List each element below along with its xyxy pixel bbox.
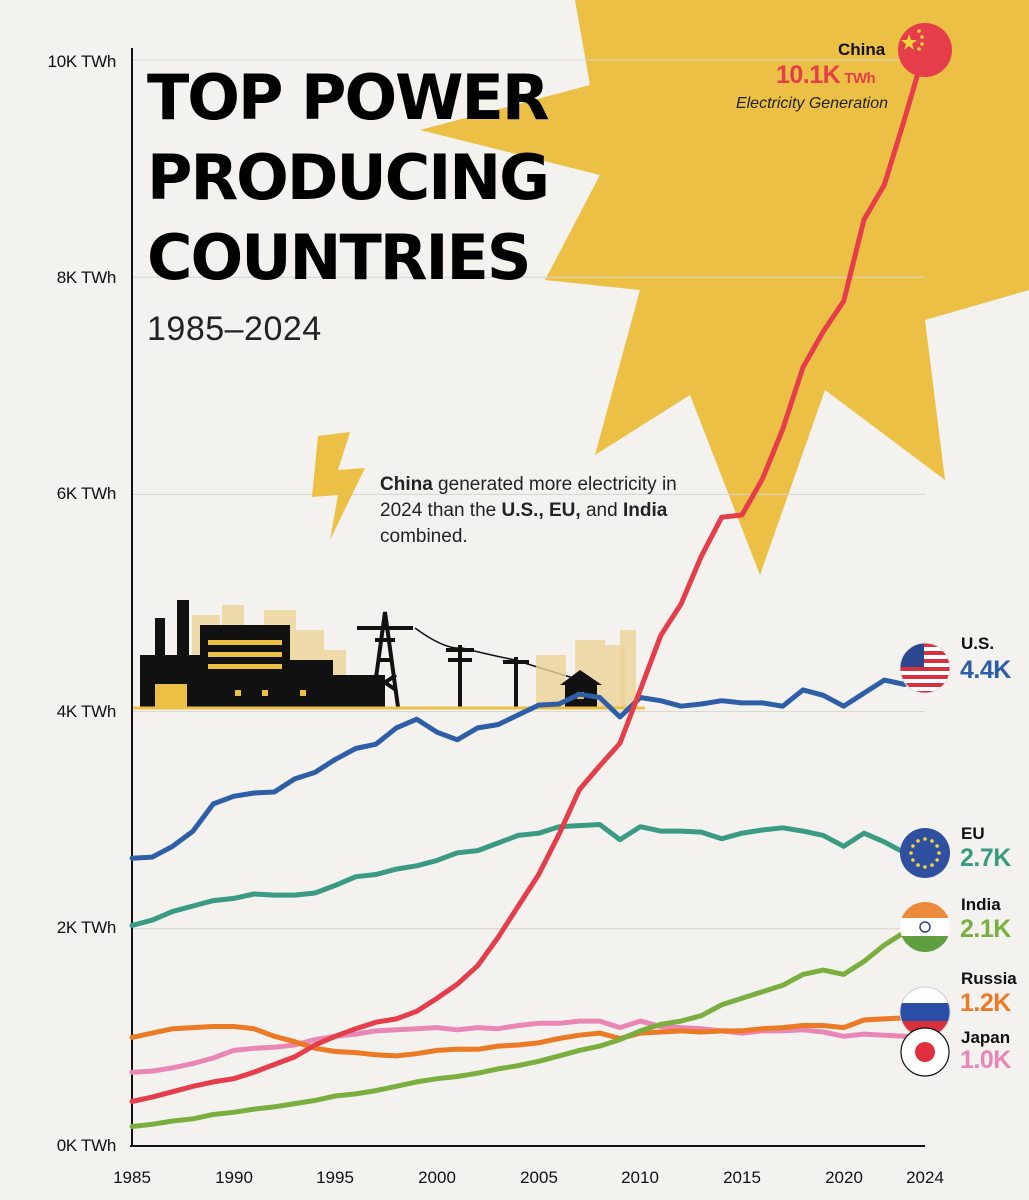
eu-star <box>930 839 934 843</box>
japan-value: 1.0K <box>960 1046 1011 1074</box>
x-tick-label: 1985 <box>113 1168 151 1187</box>
sun-burst <box>420 0 1029 575</box>
eu-value: 2.7K <box>960 844 1011 872</box>
series-line-russia <box>129 1013 928 1059</box>
title-block: TOP POWER PRODUCING COUNTRIES 1985–2024 <box>147 58 550 349</box>
title-line-3: COUNTRIES <box>147 221 532 294</box>
russia-value: 1.2K <box>960 989 1011 1017</box>
china-value-unit: TWh <box>844 70 876 87</box>
callout-india: India <box>622 500 668 521</box>
japan-label: Japan <box>961 1028 1011 1047</box>
india-value: 2.1K <box>960 915 1011 943</box>
us-flag-icon <box>900 643 950 693</box>
y-tick-label: 2K TWh <box>56 918 117 937</box>
title-line-1: TOP POWER <box>147 61 550 134</box>
x-tick-label: 2000 <box>418 1168 456 1187</box>
china-value-number: 10.1K <box>776 61 841 89</box>
series-line-china <box>129 46 928 1104</box>
china-value: 10.1K TWh <box>776 61 876 90</box>
factory-skyline-icon <box>140 600 385 707</box>
eu-star <box>923 837 927 841</box>
japan-flag-icon <box>900 1027 950 1077</box>
x-tick-label: 2005 <box>520 1168 558 1187</box>
y-tick-label: 0K TWh <box>56 1136 117 1155</box>
us-value: 4.4K <box>960 656 1011 684</box>
india-label: India <box>961 895 1001 914</box>
callout-text-3: combined. <box>380 526 468 547</box>
india-flag-icon <box>900 902 950 952</box>
eu-star <box>937 851 941 855</box>
eu-star <box>923 865 927 869</box>
eu-star <box>911 858 915 862</box>
x-tick-label: 2010 <box>621 1168 659 1187</box>
eu-star <box>930 863 934 867</box>
series-line-india <box>129 915 928 1129</box>
eu-star <box>916 863 920 867</box>
eu-label: EU <box>961 824 985 843</box>
y-tick-label: 10K TWh <box>47 52 117 71</box>
china-label: China <box>838 40 886 59</box>
eu-star <box>916 839 920 843</box>
x-tick-label: 2024 <box>906 1168 944 1187</box>
us-label: U.S. <box>961 634 995 653</box>
utility-pole-icon <box>446 645 529 707</box>
eu-star <box>935 844 939 848</box>
series-line-us <box>129 665 928 861</box>
title-line-2: PRODUCING <box>147 141 550 214</box>
eu-star <box>911 844 915 848</box>
eu-star <box>935 858 939 862</box>
x-tick-label: 2015 <box>723 1168 761 1187</box>
callout-text: China generated more electricity in 2024… <box>380 472 720 550</box>
series-line-eu <box>129 822 928 928</box>
transmission-tower-icon <box>357 611 413 708</box>
china-note: Electricity Generation <box>735 95 888 112</box>
y-tick-label: 8K TWh <box>56 268 117 287</box>
callout-text-1: generated more electricity in 2024 than … <box>380 474 677 521</box>
callout-text-2: and <box>580 500 623 521</box>
callout-us-eu: U.S., EU, <box>501 500 581 521</box>
lightning-bolt-icon <box>312 432 365 540</box>
callout-china: China <box>380 474 433 495</box>
subtitle: 1985–2024 <box>147 310 322 348</box>
china-flag-icon <box>898 23 952 77</box>
series-line-japan <box>129 1018 928 1075</box>
eu-star <box>909 851 913 855</box>
x-tick-label: 1995 <box>316 1168 354 1187</box>
y-tick-label: 4K TWh <box>56 702 117 721</box>
x-tick-label: 1990 <box>215 1168 253 1187</box>
y-tick-label: 6K TWh <box>56 484 117 503</box>
russia-label: Russia <box>961 969 1017 988</box>
x-tick-label: 2020 <box>825 1168 863 1187</box>
eu-flag-icon <box>900 828 950 878</box>
